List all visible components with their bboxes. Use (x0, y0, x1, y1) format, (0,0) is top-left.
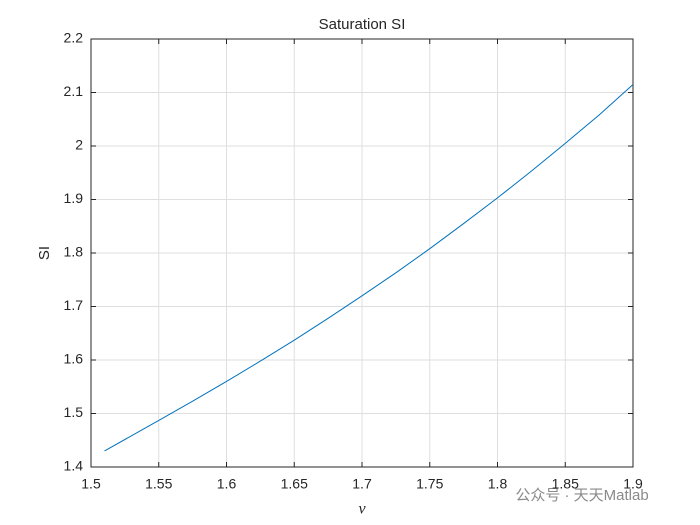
y-axis-label: SI (36, 246, 53, 260)
y-tick-label: 1.7 (64, 297, 84, 313)
x-tick-label: 1.75 (416, 476, 443, 492)
line (104, 84, 634, 452)
y-tick-label: 1.5 (64, 404, 84, 420)
x-tick-label: 1.7 (352, 476, 372, 492)
y-tick-label: 1.4 (64, 458, 84, 474)
x-tick-label: 1.5 (81, 476, 101, 492)
x-tick-label: 1.85 (552, 476, 579, 492)
y-tick-label: 1.8 (64, 244, 84, 260)
y-tick-label: 1.6 (64, 351, 84, 367)
watermark: 公众号 · 天天Matlab (515, 487, 648, 504)
y-tick-label: 2 (75, 137, 83, 153)
x-tick-label: 1.8 (488, 476, 508, 492)
chart-title: Saturation SI (319, 16, 406, 33)
x-tick-label: 1.55 (145, 476, 172, 492)
x-tick-label: 1.6 (217, 476, 237, 492)
x-tick-label: 1.65 (281, 476, 308, 492)
y-tick-label: 2.1 (64, 83, 84, 99)
x-axis-label: ν (358, 501, 366, 518)
x-tick-label: 1.9 (623, 476, 643, 492)
y-tick-label: 2.2 (64, 30, 84, 46)
axes-box (90, 38, 634, 468)
y-tick-label: 1.9 (64, 190, 84, 206)
